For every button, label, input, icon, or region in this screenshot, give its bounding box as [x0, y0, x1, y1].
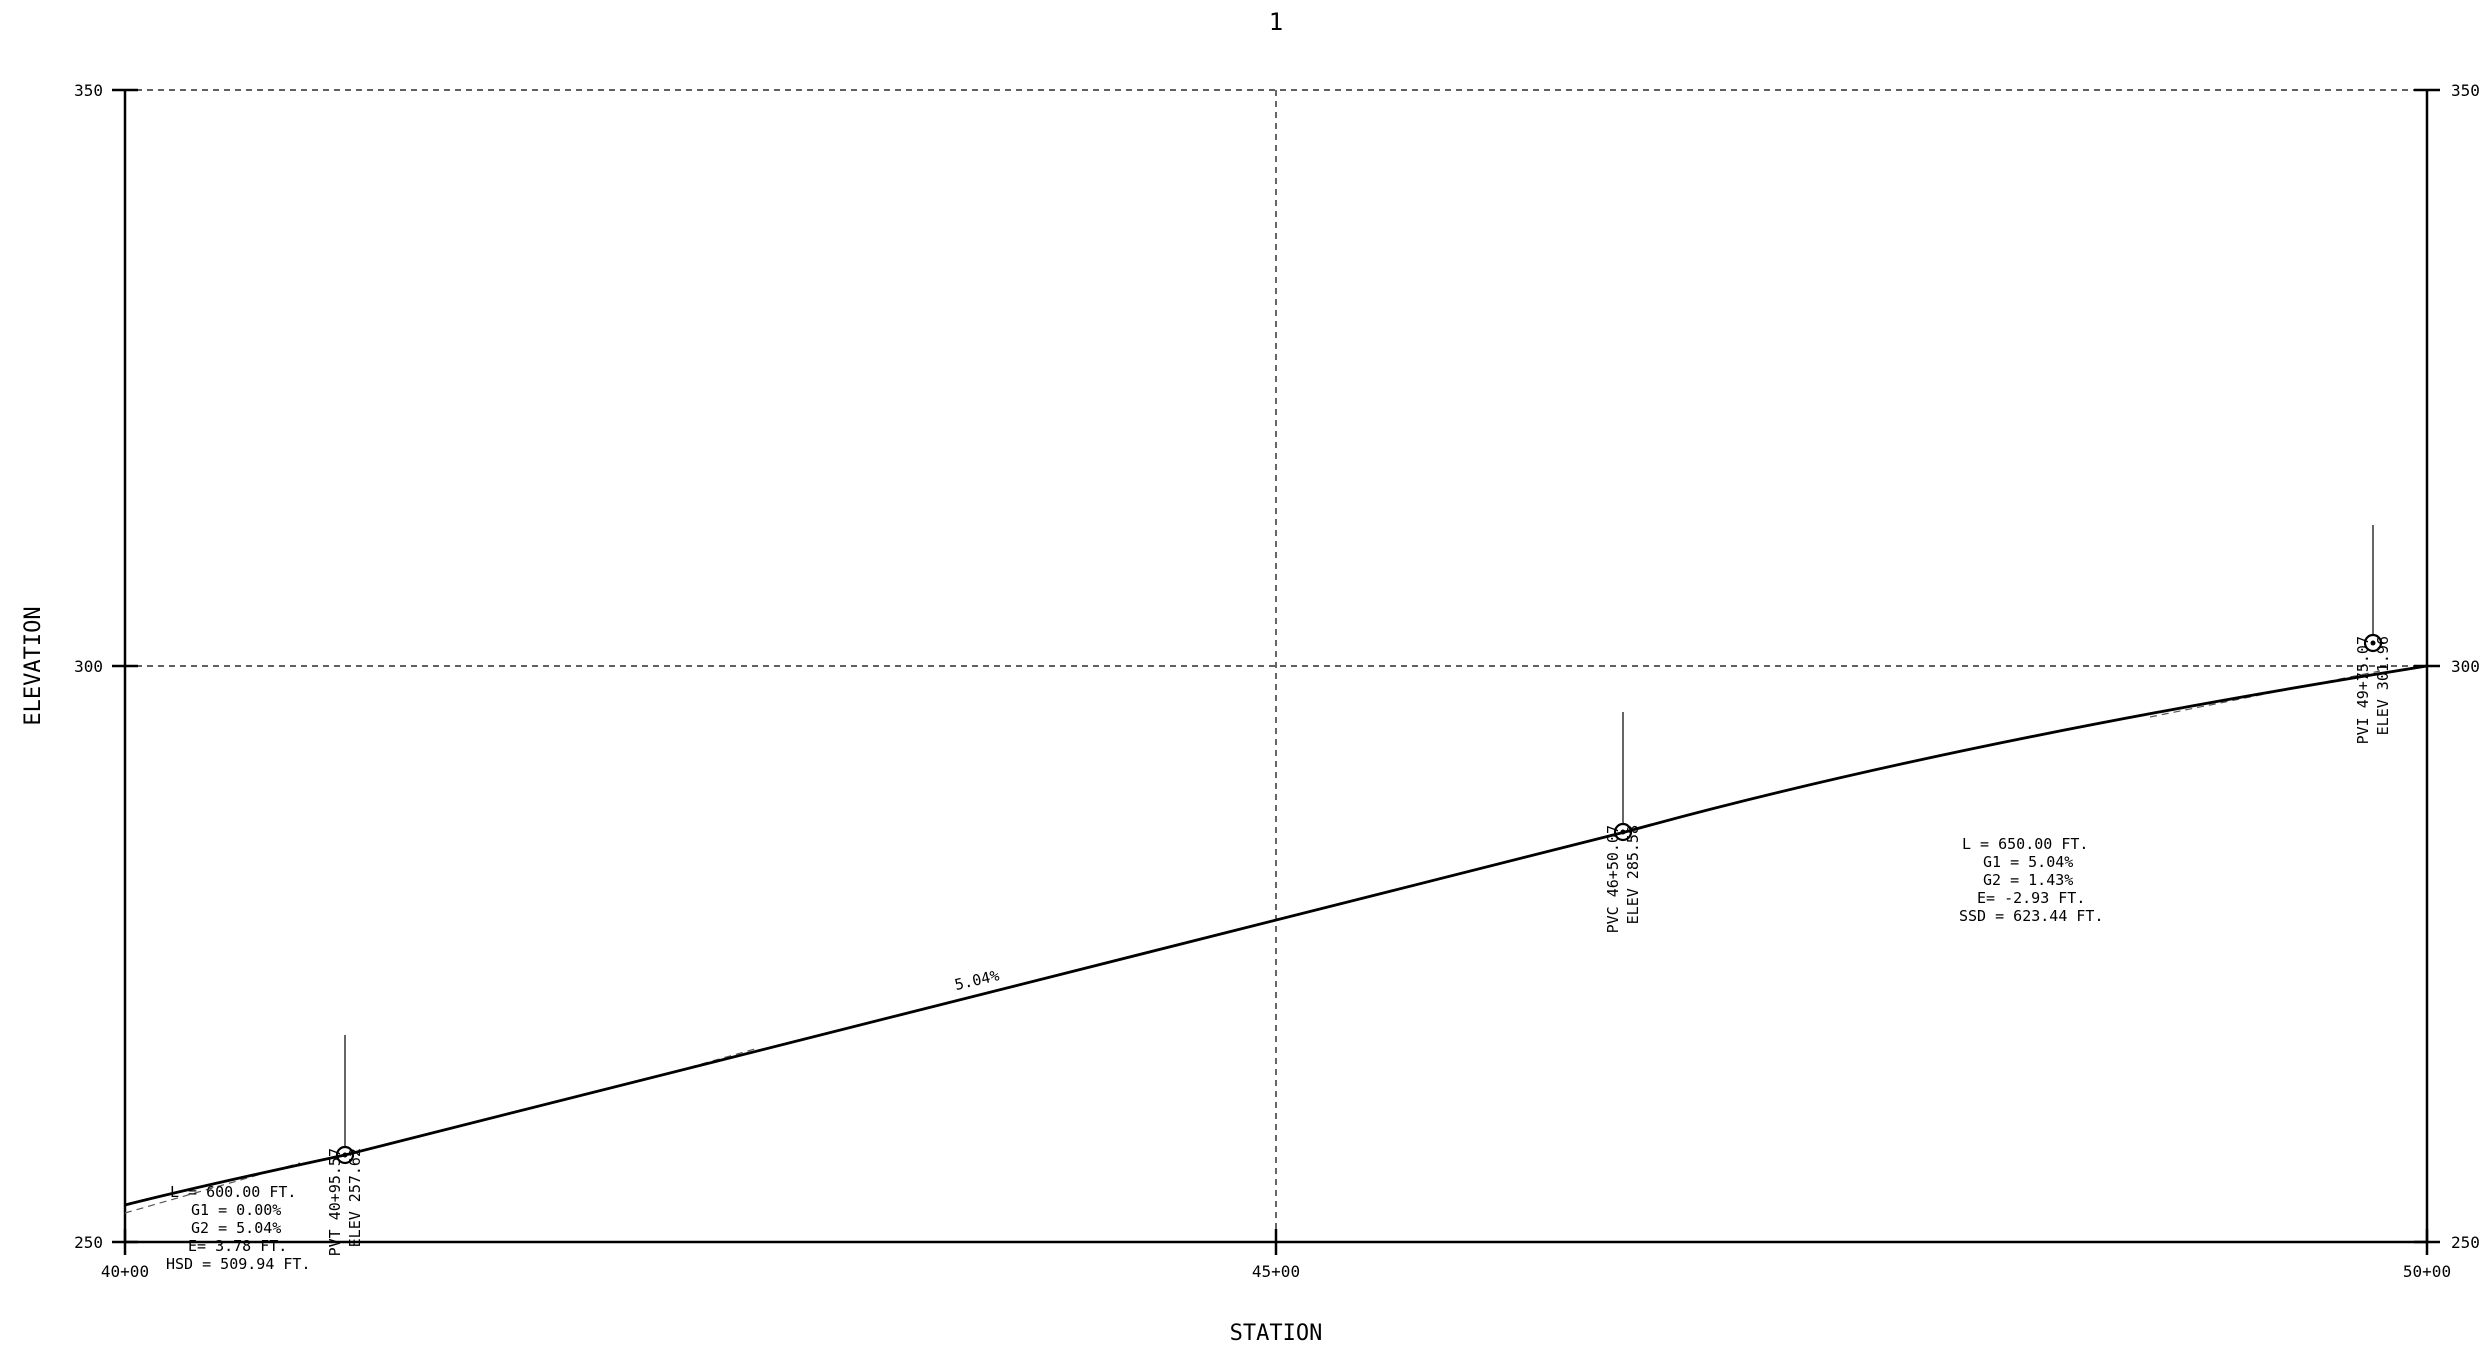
curve-2-ssd: SSD = 623.44 FT.: [1959, 907, 2104, 925]
y-tick-label-left-250: 250: [74, 1233, 103, 1252]
y-tick-label-left-350: 350: [74, 81, 103, 100]
pvi-49-point: PVI 49+75.07 ELEV 301.96: [2354, 525, 2392, 744]
tangent-segment-start: [124, 1162, 301, 1214]
pvi-49-elev-label: ELEV 301.96: [2374, 636, 2392, 735]
pvc-46-point: PVC 46+50.07 ELEV 285.58: [1604, 712, 1642, 933]
curve-2-e: E= -2.93 FT.: [1977, 889, 2085, 907]
pvc-46-marker-dot: [1620, 829, 1626, 835]
grade-label: 5.04%: [953, 966, 1001, 994]
pvi-49-station-label: PVI 49+75.07: [2354, 636, 2372, 744]
y-tick-label-right-300: 300: [2451, 657, 2480, 676]
x-axis-title: STATION: [1230, 1321, 1323, 1346]
curve-2-g2: G2 = 1.43%: [1983, 871, 2073, 889]
pvi-49-marker-dot: [2370, 640, 2376, 646]
curve-1-hsd: HSD = 509.94 FT.: [166, 1255, 311, 1273]
curve-data-block-1: L = 600.00 FT. G1 = 0.00% G2 = 5.04% E= …: [166, 1183, 311, 1273]
profile-line: [124, 664, 2428, 1207]
y-tick-label-right-350: 350: [2451, 81, 2480, 100]
pvt-40-point: PVT 40+95.57 ELEV 257.62: [326, 1035, 364, 1256]
tick-labels: 350 300 250 350 300 250 40+00 45+00 50+0…: [74, 81, 2480, 1281]
sheet-title: 1: [1269, 8, 1283, 36]
pvc-46-station-label: PVC 46+50.07: [1604, 825, 1622, 933]
pvt-40-marker-dot: [342, 1152, 348, 1158]
curve-data-block-2: L = 650.00 FT. G1 = 5.04% G2 = 1.43% E= …: [1959, 835, 2104, 925]
y-tick-label-left-300: 300: [74, 657, 103, 676]
tangent-lines: [124, 670, 2381, 1214]
curve-1-e: E= 3.78 FT.: [188, 1237, 287, 1255]
pvt-40-elev-label: ELEV 257.62: [346, 1148, 364, 1247]
x-tick-label-4000: 40+00: [101, 1262, 149, 1281]
x-tick-label-5000: 50+00: [2403, 1262, 2451, 1281]
pvt-40-station-label: PVT 40+95.57: [326, 1148, 344, 1256]
curve-1-g2: G2 = 5.04%: [191, 1219, 281, 1237]
pvc-46-elev-label: ELEV 285.58: [1624, 825, 1642, 924]
y-tick-label-right-250: 250: [2451, 1233, 2480, 1252]
grid: [125, 89, 2427, 1242]
curve-1-length: L = 600.00 FT.: [170, 1183, 296, 1201]
ticks: [112, 88, 2440, 1255]
y-axis-title: ELEVATION: [21, 606, 46, 725]
curve-2-length: L = 650.00 FT.: [1962, 835, 2088, 853]
curve-1-g1: G1 = 0.00%: [191, 1201, 281, 1219]
x-tick-label-4500: 45+00: [1252, 1262, 1300, 1281]
curve-2-g1: G1 = 5.04%: [1983, 853, 2073, 871]
